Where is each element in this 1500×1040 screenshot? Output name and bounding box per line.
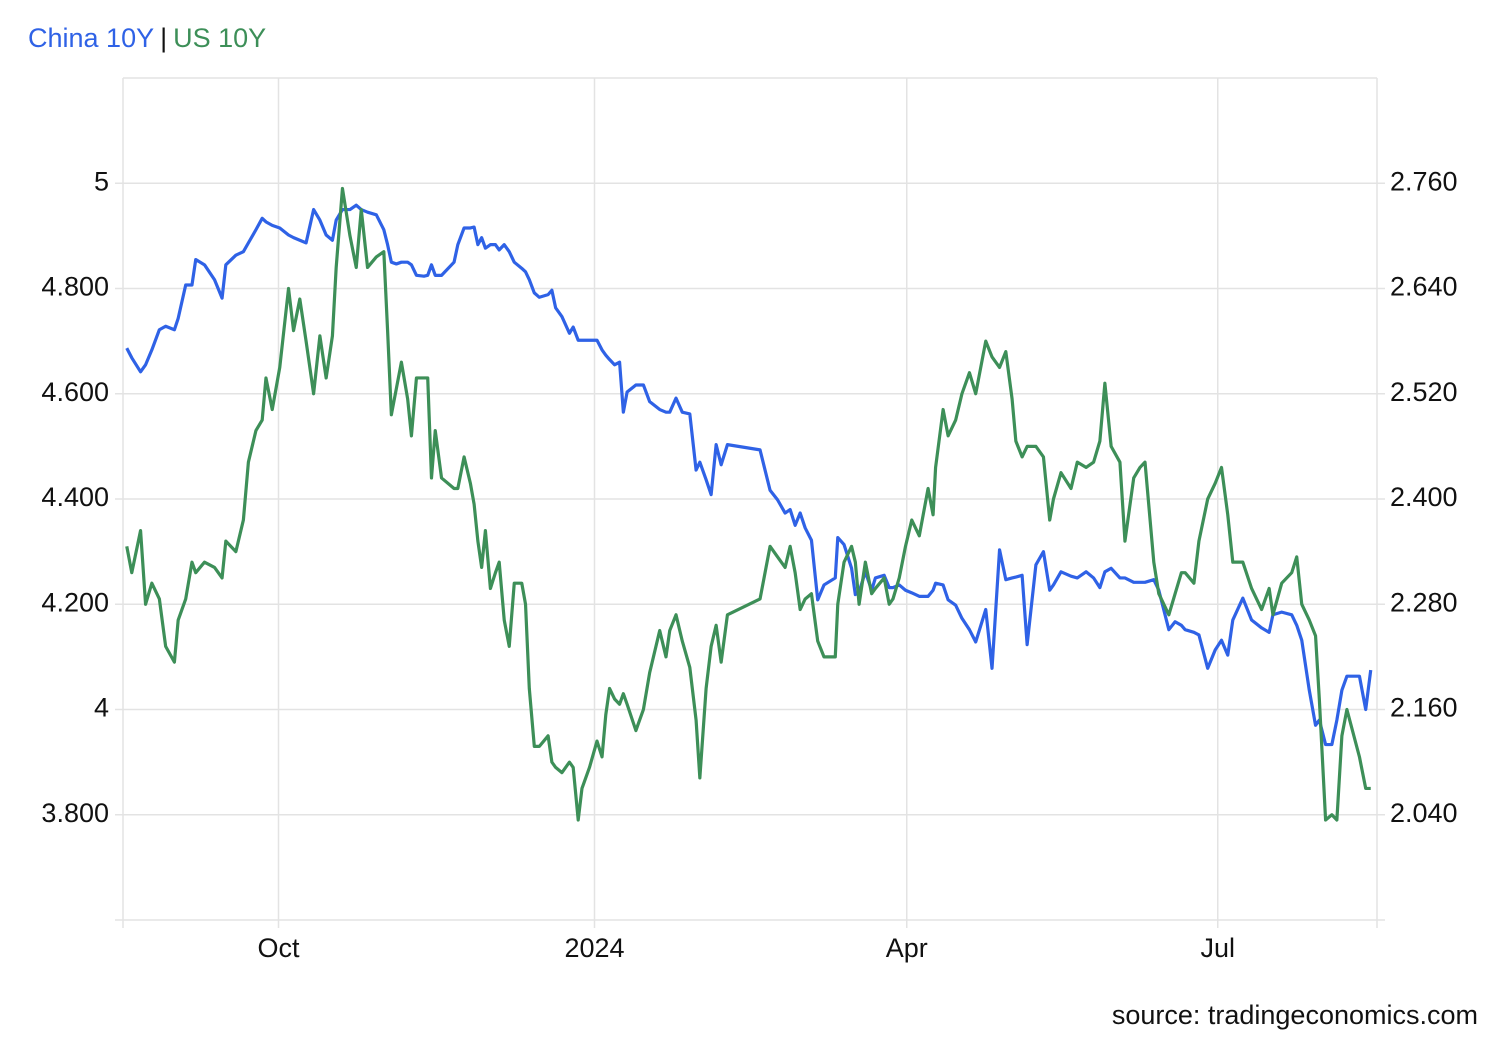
y-tick-label: 3.800 [41,798,109,828]
y2-tick-label: 2.280 [1390,587,1458,617]
legend-entry: China 10Y [28,23,154,53]
y-tick-label: 4.800 [41,272,109,302]
legend: China 10Y | US 10Y [28,23,266,53]
y-tick-label: 5 [94,166,109,196]
x-tick-label: 2024 [564,933,624,963]
y2-tick-label: 2.040 [1390,798,1458,828]
series-line [125,203,1373,747]
x-tick-label: Jul [1200,933,1235,963]
y2-tick-label: 2.640 [1390,272,1458,302]
y2-tick-label: 2.160 [1390,693,1458,723]
y-tick-label: 4 [94,693,109,723]
y-tick-label: 4.200 [41,587,109,617]
y2-tick-label: 2.520 [1390,377,1458,407]
series-line [125,186,1371,822]
y2-tick-label: 2.400 [1390,482,1458,512]
y-tick-label: 4.600 [41,377,109,407]
x-tick-label: Apr [886,933,928,963]
x-tick-label: Oct [257,933,300,963]
y2-tick-label: 2.760 [1390,166,1458,196]
legend-entry: US 10Y [173,23,266,53]
legend-separator: | [160,23,167,53]
source-note: source: tradingeconomics.com [1112,1000,1478,1030]
y-tick-label: 4.400 [41,482,109,512]
